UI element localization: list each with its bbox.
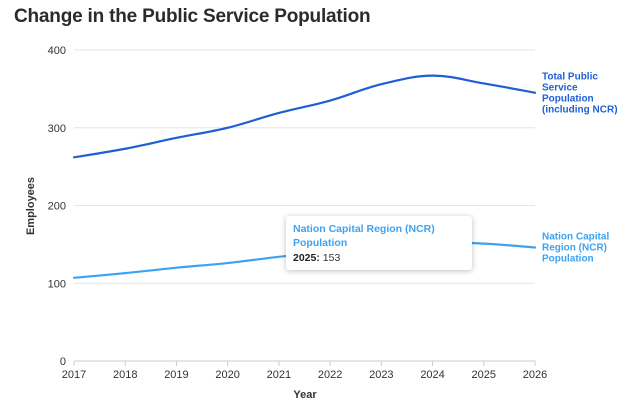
y-axis-ticks: 0 100 200 300 400 [48,45,66,368]
y-tick-label: 400 [48,45,66,57]
series-total-label: Total Public Service Population (including … [542,71,618,115]
x-tick-label: 2020 [215,369,239,381]
series-label-line: Population [542,93,594,104]
x-tick-label: 2018 [113,369,137,381]
series-label-line: Total Public [542,71,598,82]
x-axis-title: Year [293,389,317,401]
chart-title: Change in the Public Service Population [14,6,371,27]
x-tick-label: 2022 [318,369,342,381]
series-label-line: (including NCR) [542,104,618,115]
grid-lines [74,49,535,362]
tooltip-value-row: 2025: 153 [293,251,340,265]
series-total-line[interactable] [72,74,537,159]
y-tick-label: 0 [60,356,66,368]
x-tick-label: 2017 [62,369,86,381]
tooltip-x-label: 2025: [293,252,320,264]
x-axis-ticks: 2017 2018 2019 2020 2021 2022 2023 2024 2025 2026 [62,361,547,381]
series-label-line: Service [542,82,578,93]
y-axis-title: Employees [25,177,37,235]
tooltip-series-name: Nation Capital Region (NCR) Population [293,223,435,249]
series-label-line: Region (NCR) [542,242,607,253]
series-labels: Total Public Service Population (including … [542,71,618,264]
tooltip: Nation Capital Region (NCR) Population 2… [286,216,472,270]
series-ncr-label: Nation Capital Region (NCR) Population [542,231,609,264]
x-tick-label: 2019 [164,369,188,381]
tooltip-value: 153 [322,252,341,264]
y-tick-label: 200 [48,201,66,213]
y-tick-label: 300 [48,123,66,135]
x-tick-label: 2025 [472,369,496,381]
series-label-line: Nation Capital [542,231,609,242]
x-tick-label: 2021 [267,369,291,381]
x-tick-label: 2026 [523,369,547,381]
y-tick-label: 100 [48,278,66,290]
x-tick-label: 2024 [420,369,444,381]
x-tick-label: 2023 [369,369,393,381]
series-label-line: Population [542,253,594,264]
